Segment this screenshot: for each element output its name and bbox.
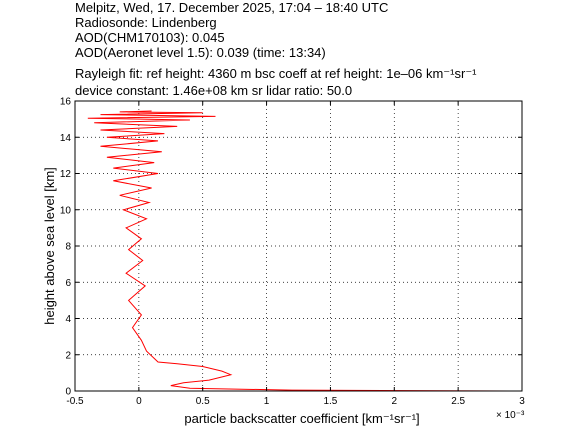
x-axis-multiplier: × 10⁻³ (496, 410, 525, 421)
y-tick-label: 8 (65, 242, 71, 253)
y-tick-label: 12 (60, 169, 72, 180)
y-tick-label: 0 (65, 387, 71, 398)
y-tick-label: 10 (60, 205, 72, 216)
y-tick-label: 2 (65, 350, 71, 361)
backscatter-profile-line (87, 110, 523, 392)
header-location-time: Melpitz, Wed, 17. December 2025, 17:04 –… (75, 0, 389, 15)
y-axis-label: height above sea level [km] (42, 167, 57, 325)
header-aod-chm: AOD(CHM170103): 0.045 (75, 30, 225, 45)
header-rayleigh-fit: Rayleigh fit: ref height: 4360 m bsc coe… (75, 66, 477, 81)
grid-lines (75, 101, 522, 391)
x-tick-label: 2 (392, 396, 398, 407)
x-tick-label: -0.5 (66, 396, 84, 407)
x-tick-label: 1 (264, 396, 270, 407)
y-tick-label: 4 (65, 314, 71, 325)
plot-frame (74, 100, 523, 392)
x-tick-label: 1.5 (323, 396, 337, 407)
header-radiosonde: Radiosonde: Lindenberg (75, 15, 217, 30)
x-tick-label: 3 (519, 396, 525, 407)
x-axis-label: particle backscatter coefficient [km⁻¹sr… (184, 411, 419, 426)
x-tick-label: 0 (136, 396, 142, 407)
x-tick-label: 2.5 (451, 396, 465, 407)
header-device-constant: device constant: 1.46e+08 km sr lidar ra… (75, 83, 353, 98)
y-tick-label: 6 (65, 278, 71, 289)
header-aod-aeronet: AOD(Aeronet level 1.5): 0.039 (time: 13:… (75, 45, 326, 60)
y-tick-label: 14 (60, 133, 72, 144)
y-tick-label: 16 (60, 97, 72, 108)
x-tick-label: 0.5 (196, 396, 210, 407)
